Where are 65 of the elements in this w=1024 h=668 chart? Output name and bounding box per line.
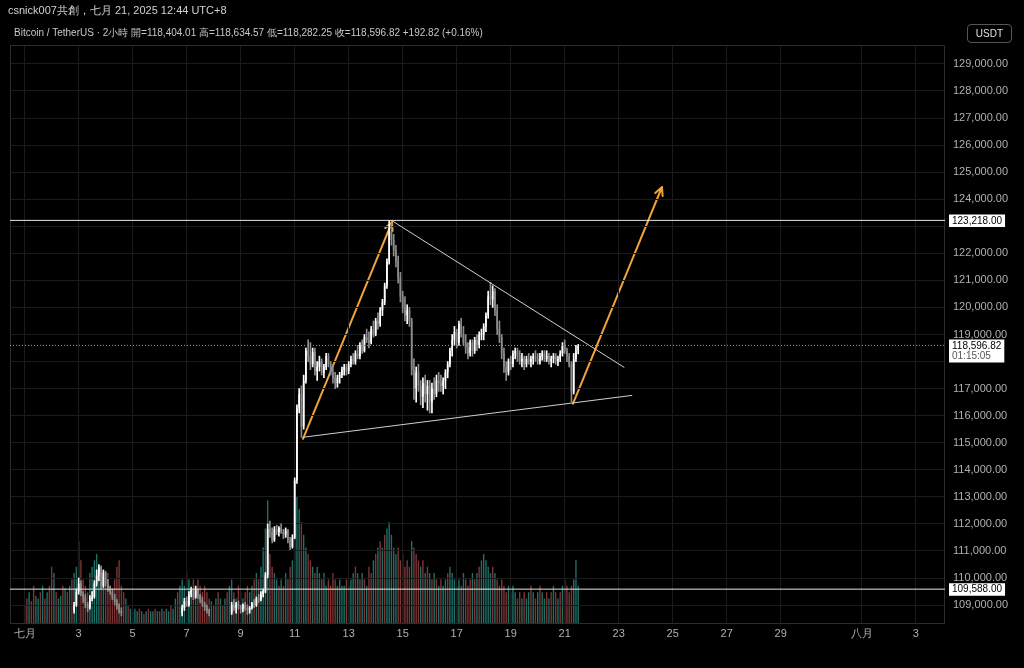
x-tick-label: 25: [666, 626, 679, 639]
x-tick-label: 23: [612, 626, 625, 639]
ref-line-label: 123,218.00: [952, 214, 1003, 226]
y-tick-label: 111,000.00: [953, 543, 1007, 556]
y-tick-label: 124,000.00: [953, 192, 1009, 205]
candlestick: [361, 339, 363, 354]
x-tick-label: 27: [720, 626, 733, 639]
x-tick-label: 3: [912, 626, 919, 639]
candlestick: [251, 602, 253, 610]
x-tick-label: 21: [558, 626, 571, 639]
candlestick: [521, 353, 523, 368]
candlestick: [89, 595, 91, 610]
candlestick: [260, 591, 262, 602]
candlestick: [343, 363, 345, 376]
x-tick-label: 17: [450, 626, 463, 639]
y-tick-label: 113,000.00: [953, 489, 1008, 502]
y-tick-label: 110,000.00: [953, 571, 1008, 584]
x-tick-label: 9: [237, 626, 244, 639]
y-tick-label: 121,000.00: [953, 273, 1009, 286]
chart-subtitle: csnick007共創，七月 21, 2025 12:44 UTC+8: [8, 3, 227, 18]
ref-line-label: 118,596.82 01:15:05: [952, 339, 1002, 362]
y-tick-label: 125,000.00: [953, 165, 1009, 178]
x-tick-label: 29: [774, 626, 787, 639]
candlestick: [197, 588, 199, 599]
y-tick-label: 127,000.00: [953, 111, 1009, 124]
y-tick-label: 112,000.00: [953, 516, 1008, 529]
ref-line-label: 109,588.00: [952, 583, 1003, 595]
candlestick: [548, 353, 550, 365]
y-tick-label: 128,000.00: [953, 84, 1009, 97]
candlestick: [278, 526, 280, 537]
y-tick-label: 116,000.00: [953, 408, 1008, 421]
y-tick-label: 109,000.00: [953, 598, 1009, 611]
x-tick-label: 11: [288, 626, 301, 639]
y-tick-label: 129,000.00: [953, 56, 1009, 69]
candlestick: [352, 353, 354, 365]
y-tick-label: 122,000.00: [953, 246, 1009, 259]
x-tick-label: 7: [183, 626, 190, 639]
x-tick-label: 八月: [850, 626, 873, 639]
x-tick-label: 13: [342, 626, 355, 639]
candlestick: [257, 593, 260, 603]
x-tick-label: 15: [396, 626, 409, 639]
x-tick-label: 19: [504, 626, 517, 639]
x-tick-label: 5: [129, 626, 136, 639]
candlestick: [476, 334, 478, 352]
candlestick: [512, 350, 514, 368]
candlestick: [206, 604, 208, 614]
y-tick-label: 117,000.00: [953, 381, 1008, 394]
y-tick-label: 115,000.00: [953, 435, 1008, 448]
candlestick: [253, 599, 255, 609]
candlestick: [539, 353, 541, 365]
text: USDT: [966, 24, 1012, 43]
y-tick-label: 119,000.00: [953, 327, 1008, 340]
x-tick-label: 3: [75, 626, 82, 639]
candlestick: [530, 355, 532, 368]
y-tick-label: 114,000.00: [953, 462, 1008, 475]
y-tick-label: 120,000.00: [953, 300, 1009, 313]
candlestick: [458, 320, 460, 346]
candlestick: [98, 564, 100, 582]
x-tick-label: 七月: [13, 626, 36, 639]
candlestick: [359, 342, 361, 360]
candlestick: [422, 377, 424, 408]
chart-title: Bitcoin / TetherUS · 2小時 開=118,404.01 高=118,634.57 低=118,282.25 收=118,596.82 +192.82 (+0.16%): [14, 26, 483, 40]
candlestick: [118, 603, 120, 614]
y-tick-label: 126,000.00: [953, 138, 1009, 151]
candlestick: [440, 374, 442, 392]
